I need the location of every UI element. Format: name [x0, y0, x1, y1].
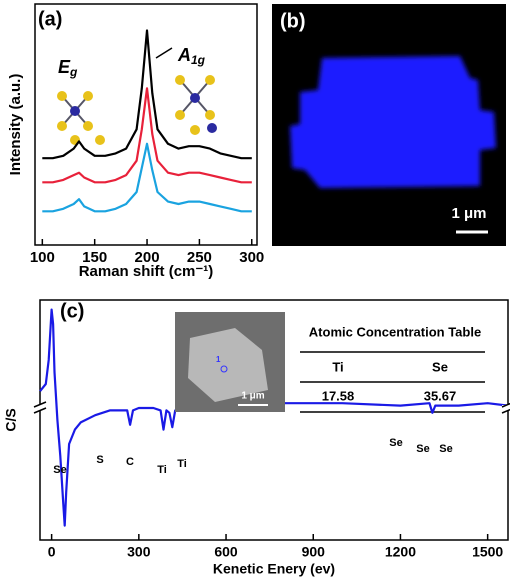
inset-scale-label: 1 μm	[241, 391, 264, 402]
axis-break-gap	[502, 405, 510, 411]
x-tick-label: 100	[30, 249, 55, 266]
panel-b: (b) 1 μm	[272, 4, 506, 246]
panel-label: (b)	[280, 10, 306, 32]
annotation: Se	[439, 443, 452, 455]
axis-break	[33, 407, 47, 414]
annotation: Se	[389, 437, 402, 449]
probe-point	[220, 365, 228, 373]
probe-label: 1	[216, 355, 221, 364]
axis-break	[501, 408, 510, 414]
scale-bar-label: 1 μm	[451, 205, 486, 222]
x-tick-label: 150	[82, 249, 107, 266]
series-line	[42, 142, 252, 213]
panel-label: (a)	[38, 8, 62, 30]
axis-break-gap	[34, 405, 46, 411]
table-cell: 35.67	[424, 388, 457, 403]
table-header: Ti	[332, 359, 343, 374]
annotation-sub: 1g	[191, 53, 206, 67]
x-tick-label: 1200	[385, 544, 416, 560]
x-tick-label: 1500	[472, 544, 503, 560]
x-axis-label: Kenetic Enery (ev)	[213, 561, 335, 577]
table-title: Atomic Concentration Table	[309, 324, 481, 339]
x-tick-label: 0	[48, 544, 56, 560]
annotation: Ti	[157, 464, 167, 476]
x-tick-label: 900	[302, 544, 326, 560]
series-line	[42, 29, 252, 160]
annotation: Se	[416, 443, 429, 455]
annotation: S	[96, 454, 103, 466]
x-tick-label: 300	[127, 544, 151, 560]
annotation-sub: g	[69, 65, 78, 79]
x-axis-label: Raman shift (cm⁻¹)	[79, 263, 214, 280]
annotation-main: A	[177, 45, 191, 65]
panel-label: (c)	[60, 300, 84, 322]
molecule-left	[57, 91, 105, 145]
plot-frame	[34, 3, 258, 246]
map-flake	[290, 56, 496, 188]
x-tick-label: 600	[214, 544, 238, 560]
annotation: Se	[53, 464, 66, 476]
plot-frame	[39, 299, 509, 541]
axis-break	[33, 401, 47, 408]
annotation: C	[126, 456, 134, 468]
molecule-right	[175, 75, 217, 135]
series-line	[39, 308, 509, 527]
y-axis-label: Intensity (a.u.)	[7, 74, 24, 176]
x-tick-label: 200	[135, 249, 160, 266]
x-tick-label: 300	[239, 249, 264, 266]
x-tick-label: 250	[187, 249, 212, 266]
annotation-main: E	[58, 57, 71, 77]
annotation: A1g	[177, 45, 206, 67]
annotation: Ti	[177, 458, 187, 470]
inset-image: 1 1 μm	[175, 312, 285, 412]
annotation: Eg	[58, 57, 78, 79]
axis-break	[501, 402, 510, 408]
annotation-arrow	[155, 47, 173, 59]
table-cell: 17.58	[322, 388, 355, 403]
sem-flake	[188, 328, 268, 402]
series-line	[42, 87, 252, 184]
y-axis-label: C/S	[3, 408, 19, 431]
inset-table: Atomic Concentration Table Ti Se 17.58 3…	[300, 324, 485, 413]
table-header: Se	[432, 359, 448, 374]
